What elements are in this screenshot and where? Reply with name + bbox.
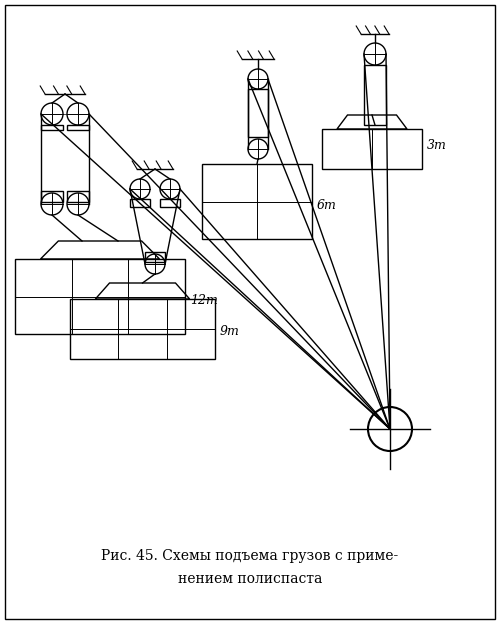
Text: Рис. 45. Схемы подъема грузов с приме-: Рис. 45. Схемы подъема грузов с приме- — [102, 549, 399, 563]
Text: нением полиспаста: нением полиспаста — [178, 572, 322, 586]
Bar — [70, 299, 215, 359]
Text: 3m: 3m — [427, 139, 447, 152]
Bar — [202, 164, 312, 239]
Bar — [41, 191, 63, 202]
Bar — [41, 125, 63, 130]
Text: 6m: 6m — [317, 199, 337, 212]
Bar — [130, 199, 150, 207]
Bar — [248, 89, 268, 137]
Text: 9m: 9m — [220, 325, 240, 338]
Bar — [15, 259, 185, 334]
Bar — [160, 199, 180, 207]
Bar — [67, 125, 89, 130]
Bar — [364, 65, 386, 125]
Bar — [145, 252, 165, 262]
Bar — [67, 191, 89, 202]
Bar — [322, 129, 422, 169]
Text: 12m: 12m — [190, 294, 218, 307]
